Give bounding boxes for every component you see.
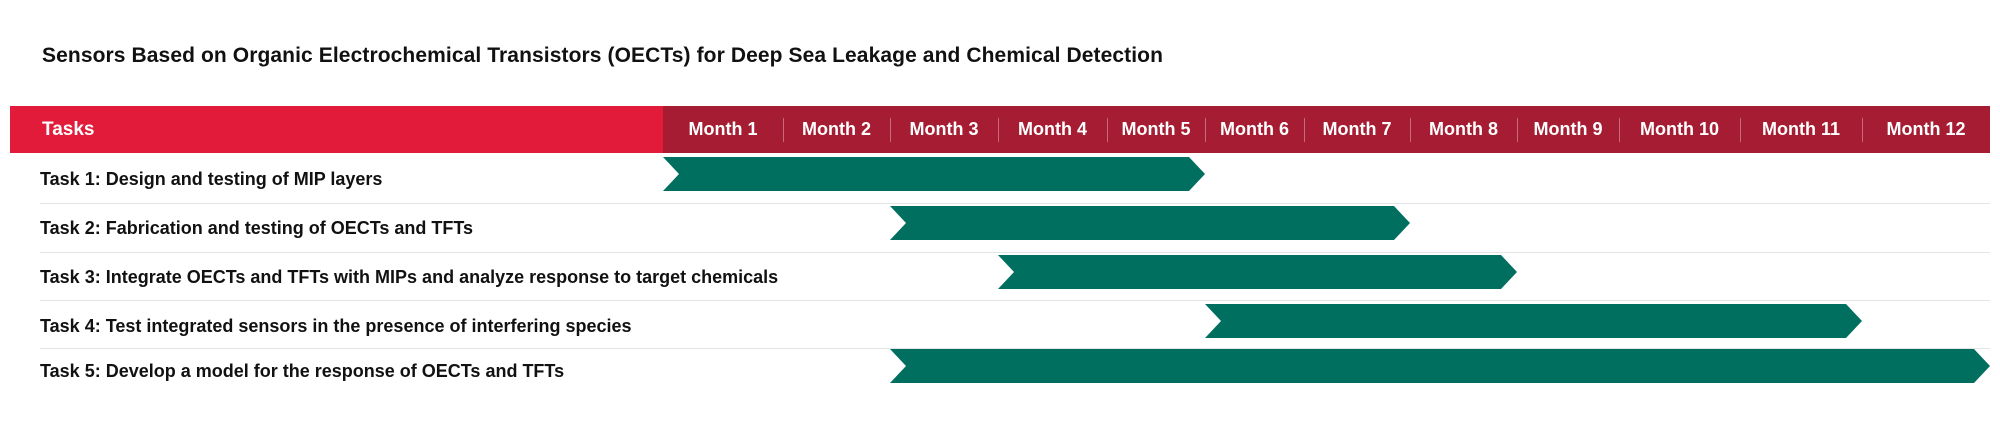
month-header-2: Month 2: [802, 119, 871, 139]
months-header: Month 1 Month 2 Month 3 Month 4 Month 5 Month…: [663, 106, 1990, 153]
task-label-2: Task 2: Fabrication and testing of OECTs…: [40, 218, 474, 238]
chart-title: Sensors Based on Organic Electrochemical…: [42, 44, 1164, 67]
row-divider: [40, 252, 1990, 253]
month-divider: [1304, 118, 1305, 142]
month-header-3: Month 3: [909, 119, 979, 139]
row-divider: [40, 300, 1990, 301]
month-header-11: Month 11: [1761, 119, 1840, 139]
task-label-5: Task 5: Develop a model for the response…: [40, 361, 565, 381]
row-divider: [40, 348, 1990, 349]
task-bar-3: [998, 255, 1517, 289]
month-divider: [890, 118, 891, 142]
month-header-1: Month 1: [688, 119, 758, 139]
month-header-10: Month 10: [1640, 119, 1719, 139]
task-bar-4: [1205, 304, 1862, 338]
month-divider: [1517, 118, 1518, 142]
month-divider: [783, 118, 784, 142]
tasks-header-label: Tasks: [42, 119, 95, 140]
month-header-4: Month 4: [1018, 119, 1087, 139]
month-divider: [998, 118, 999, 142]
row-divider: [40, 203, 1990, 204]
task-label-4: Task 4: Test integrated sensors in the p…: [40, 316, 632, 336]
month-divider: [1619, 118, 1620, 142]
month-header-5: Month 5: [1121, 119, 1191, 139]
month-header-6: Month 6: [1220, 119, 1289, 139]
month-divider: [1740, 118, 1741, 142]
month-divider: [1107, 118, 1108, 142]
task-label-1: Task 1: Design and testing of MIP layers: [40, 169, 383, 189]
month-header-8: Month 8: [1429, 119, 1498, 139]
task-bar-1: [663, 157, 1205, 191]
tasks-header: Tasks: [10, 106, 663, 153]
month-divider: [1410, 118, 1411, 142]
month-divider: [1205, 118, 1206, 142]
task-bar-5: [890, 349, 1990, 383]
month-header-7: Month 7: [1322, 119, 1392, 139]
task-bar-2: [890, 206, 1410, 240]
month-header-12: Month 12: [1886, 119, 1966, 139]
month-divider: [1862, 118, 1863, 142]
task-label-3: Task 3: Integrate OECTs and TFTs with MI…: [40, 267, 779, 287]
month-header-9: Month 9: [1533, 119, 1603, 139]
